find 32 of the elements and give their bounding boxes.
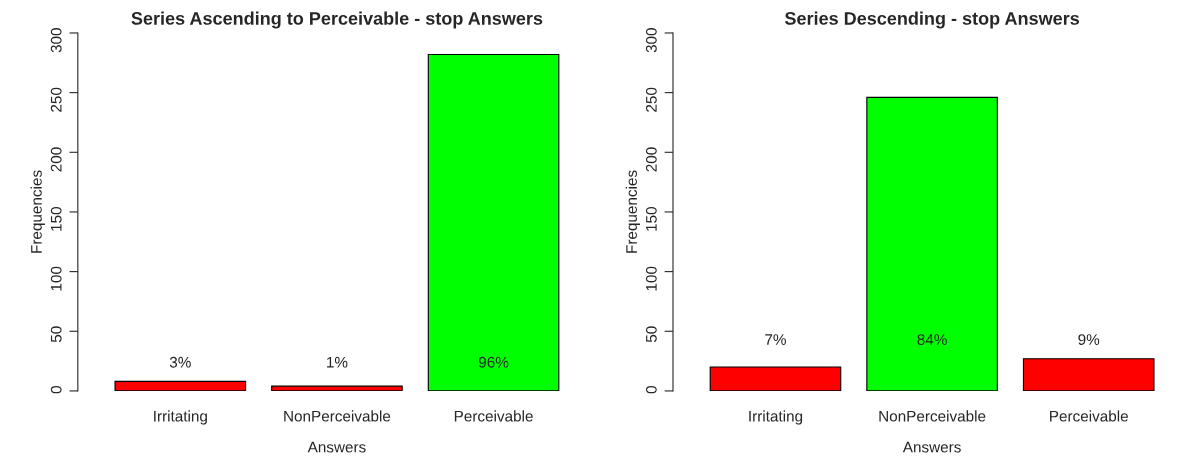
y-tick-label: 150 (645, 207, 657, 231)
x-tick-label: Irritating (154, 410, 207, 425)
y-tick-label: 200 (645, 147, 657, 172)
y-tick-label: 250 (645, 87, 657, 112)
chart-title: Series Ascending to Perceivable - stop Answers (131, 11, 543, 29)
annotation: 1% (327, 356, 348, 368)
y-axis-title: Frequencies (625, 170, 640, 253)
annotation: 96% (478, 356, 509, 368)
x-axis-title: Answers (902, 441, 961, 453)
y-tick-label: 300 (50, 28, 62, 53)
x-tick-label: Perceivable (454, 410, 533, 422)
annotation: 7% (765, 334, 786, 345)
y-tick-label: 100 (645, 266, 657, 291)
x-tick-label: NonPerceivable (879, 410, 986, 422)
x-axis-title: Answers (307, 441, 366, 453)
y-tick-label: 300 (645, 28, 657, 53)
y-tick-label: 200 (50, 147, 62, 172)
y-axis-title: Frequencies (30, 170, 45, 253)
y-tick-label: 0 (645, 385, 657, 394)
annotation: 9% (1078, 334, 1100, 345)
y-tick-label: 150 (50, 207, 62, 231)
annotation: 3% (169, 356, 191, 368)
y-tick-label: 50 (645, 326, 657, 343)
chart-title: Series Descending - stop Answers (784, 11, 1080, 29)
annotation: 84% (917, 334, 947, 345)
y-tick-label: 100 (50, 266, 62, 291)
x-tick-label: Perceivable (1050, 410, 1128, 422)
y-tick-label: 50 (50, 326, 62, 343)
x-tick-label: Irritating (749, 410, 803, 425)
x-tick-label: NonPerceivable (284, 410, 391, 422)
y-tick-label: 0 (50, 385, 62, 394)
y-tick-label: 250 (50, 87, 62, 112)
